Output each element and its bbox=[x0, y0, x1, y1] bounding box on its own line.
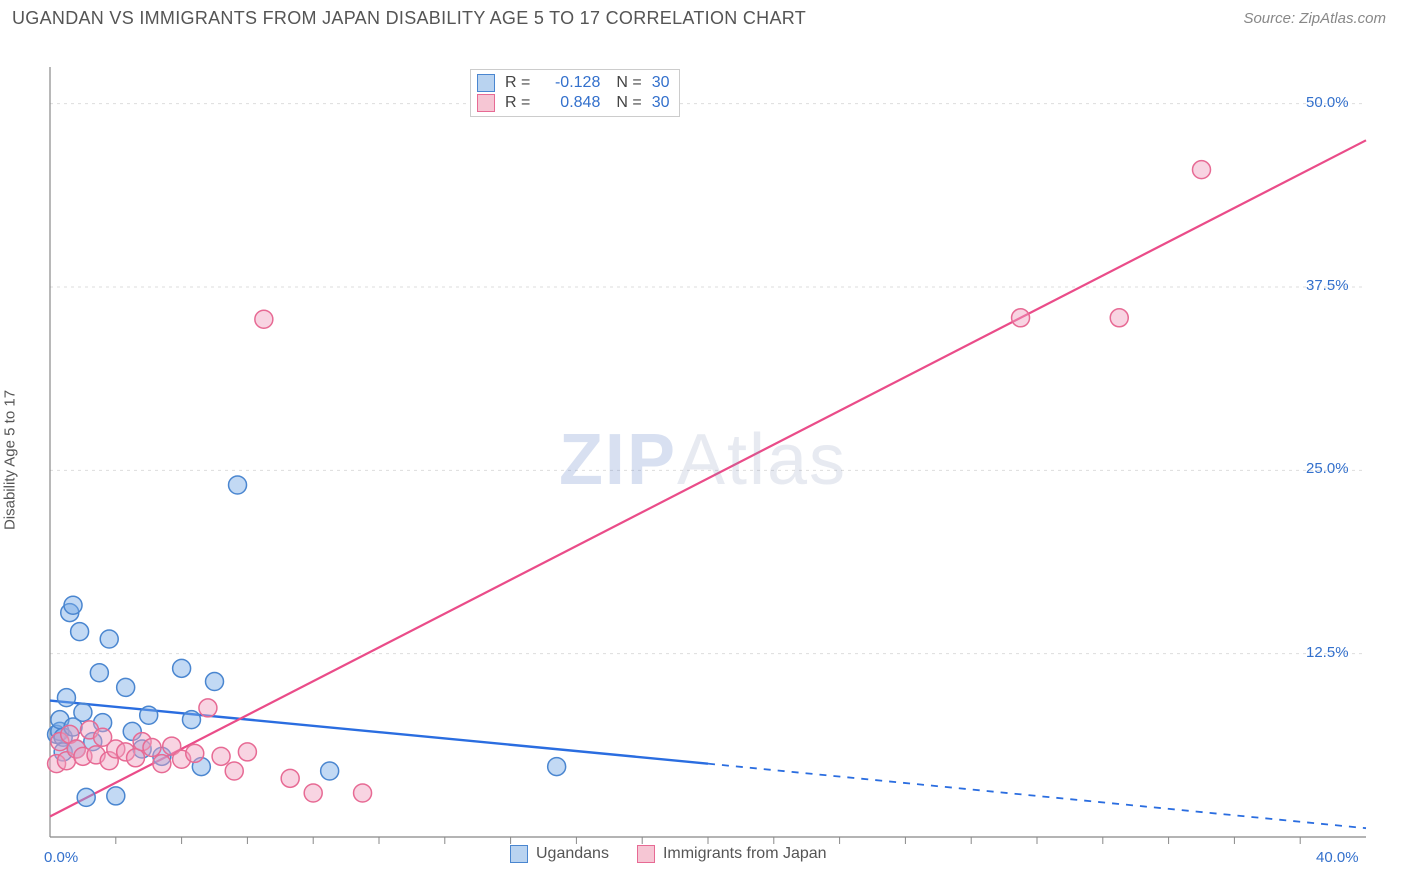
series-legend-item: Immigrants from Japan bbox=[637, 845, 827, 863]
legend-swatch-icon bbox=[477, 94, 495, 112]
x-start-label: 0.0% bbox=[44, 849, 78, 866]
legend-swatch-icon bbox=[637, 845, 655, 863]
legend-swatch-icon bbox=[510, 845, 528, 863]
series-legend: Ugandans Immigrants from Japan bbox=[510, 845, 827, 863]
correlation-legend-row: R =-0.128N =30 bbox=[477, 74, 669, 92]
y-axis-label: Disability Age 5 to 17 bbox=[2, 390, 19, 530]
x-end-label: 40.0% bbox=[1316, 849, 1359, 866]
legend-swatch-icon bbox=[477, 74, 495, 92]
y-tick-label: 50.0% bbox=[1306, 94, 1349, 111]
series-legend-item: Ugandans bbox=[510, 845, 609, 863]
chart-title: UGANDAN VS IMMIGRANTS FROM JAPAN DISABIL… bbox=[12, 8, 806, 29]
correlation-legend-row: R =0.848N =30 bbox=[477, 94, 669, 112]
chart-header: UGANDAN VS IMMIGRANTS FROM JAPAN DISABIL… bbox=[0, 0, 1406, 35]
scatter-plot bbox=[0, 35, 1406, 877]
y-tick-label: 37.5% bbox=[1306, 277, 1349, 294]
chart-source: Source: ZipAtlas.com bbox=[1243, 10, 1386, 27]
y-tick-label: 12.5% bbox=[1306, 644, 1349, 661]
correlation-legend: R =-0.128N =30 R =0.848N =30 bbox=[470, 69, 680, 117]
chart-area: Disability Age 5 to 17 ZIPAtlas R =-0.12… bbox=[0, 35, 1406, 885]
y-tick-label: 25.0% bbox=[1306, 460, 1349, 477]
